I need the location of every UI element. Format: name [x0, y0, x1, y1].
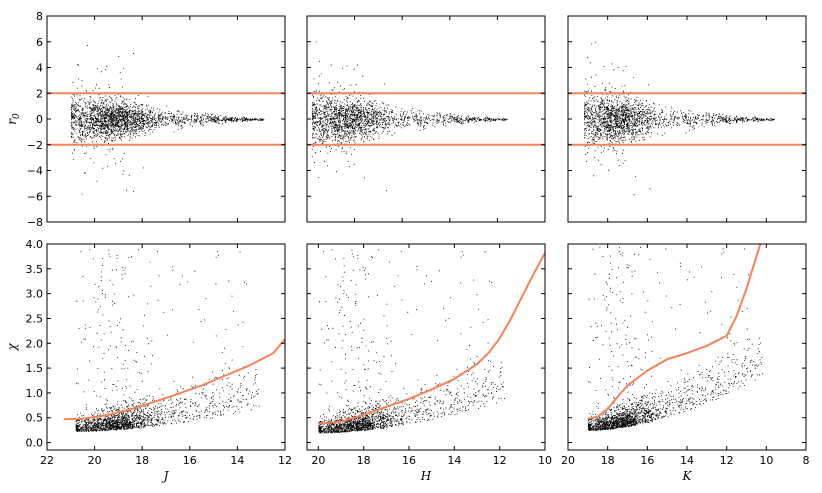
y-tick-label: 4: [36, 62, 43, 75]
threshold-curve: [587, 244, 762, 420]
x-tick-label: 10: [538, 454, 552, 467]
x-axis-label: H: [420, 469, 432, 483]
threshold-curve: [318, 252, 545, 425]
y-tick-label: −6: [27, 190, 43, 203]
x-tick-label: 12: [278, 454, 292, 467]
panel-bottom-right: 20 18 16 14 12 10 8 K: [561, 243, 810, 483]
x-tick-label: 14: [230, 454, 244, 467]
y-tick-label: 3.0: [26, 288, 44, 301]
scatter-points: [583, 41, 775, 196]
x-tick-label: 18: [135, 454, 149, 467]
x-tick-label: 14: [447, 454, 461, 467]
panel-top-right: [567, 15, 807, 223]
x-tick-label: 14: [680, 454, 694, 467]
x-tick-label: 8: [803, 454, 810, 467]
axes-frame: [46, 243, 286, 451]
scatter-marks: [311, 41, 508, 192]
y-tick-label: 0.5: [26, 412, 44, 425]
scatter-marks: [70, 45, 265, 195]
scatter-points: [587, 246, 764, 431]
x-tick-label: 12: [720, 454, 734, 467]
axes-frame: [306, 243, 546, 451]
x-axis-label: J: [161, 469, 170, 483]
x-tick-label: 12: [493, 454, 507, 467]
y-axis-label: χ: [5, 343, 19, 352]
x-tick-label: 20: [561, 454, 575, 467]
y-tick-label: 8: [36, 10, 43, 23]
y-tick-label: 0: [36, 113, 43, 126]
panel-top-middle: [306, 15, 546, 223]
x-tick-label: 22: [40, 454, 54, 467]
y-tick-label: 2.5: [26, 312, 44, 325]
scatter-points: [75, 249, 260, 432]
y-tick-label: 0.0: [26, 437, 44, 450]
x-tick-label: 16: [183, 454, 197, 467]
y-tick-label: 3.5: [26, 263, 44, 276]
y-tick-label: 1.0: [26, 387, 44, 400]
x-tick-label: 18: [601, 454, 615, 467]
scatter-marks: [318, 249, 505, 434]
y-tick-label: 2: [36, 87, 43, 100]
y-tick-label: 6: [36, 36, 43, 49]
panel-bottom-middle: 20 18 16 14 12 10 H: [306, 243, 552, 483]
x-tick-label: 20: [88, 454, 102, 467]
scatter-points: [70, 45, 265, 195]
y-tick-label: 2.0: [26, 337, 44, 350]
scatter-points: [318, 249, 505, 434]
x-axis-label: K: [682, 469, 693, 483]
scatter-marks: [587, 246, 764, 431]
x-tick-label: 20: [311, 454, 325, 467]
x-tick-label: 16: [402, 454, 416, 467]
panel-top-left: −8 −6 −4 −2 0 2 4 6 8 r0: [5, 10, 286, 229]
scatter-marks: [583, 41, 775, 196]
x-tick-label: 16: [640, 454, 654, 467]
x-tick-label: 10: [759, 454, 773, 467]
y-tick-label: 1.5: [26, 362, 44, 375]
scatter-points: [311, 41, 508, 192]
y-tick-label: −2: [27, 139, 43, 152]
panel-bottom-left: 22 20 18 16 14 12 0.0 0.5 1.0 1.5 2.0 2.5 3.0 3.5 4.0 J…: [5, 238, 292, 483]
threshold-curve: [63, 338, 285, 421]
y-tick-label: −8: [27, 216, 43, 229]
y-tick-label: −4: [27, 165, 43, 178]
y-axis-label: r0: [5, 113, 22, 125]
y-tick-label: 4.0: [26, 238, 44, 251]
x-tick-label: 18: [357, 454, 371, 467]
scatter-marks: [75, 249, 260, 432]
